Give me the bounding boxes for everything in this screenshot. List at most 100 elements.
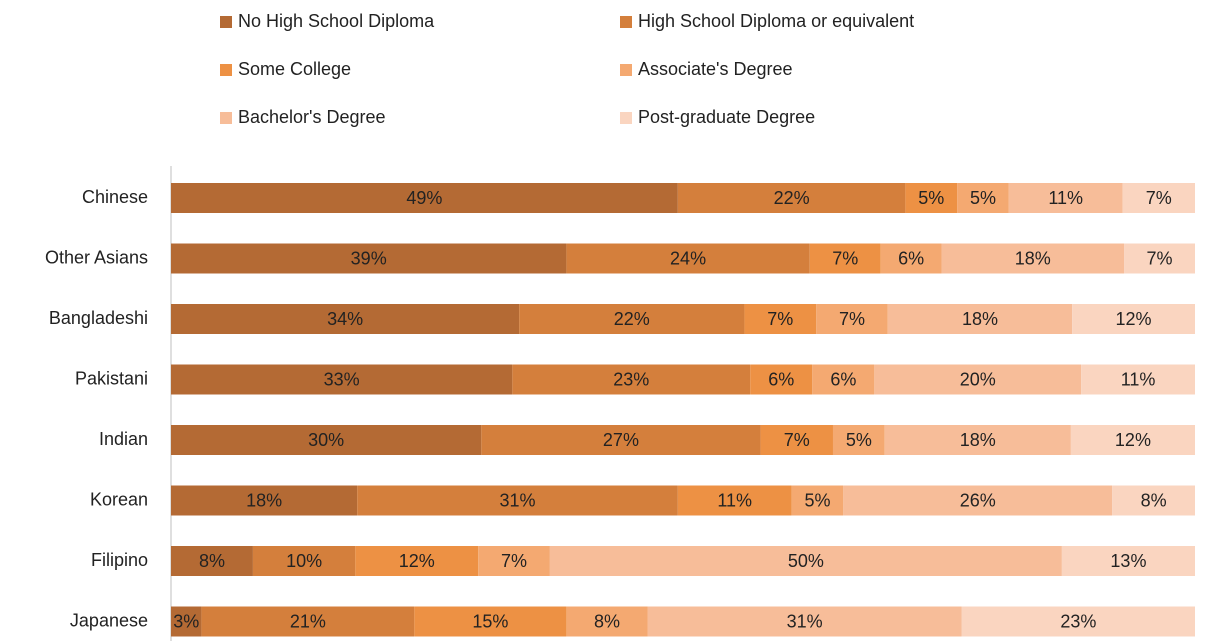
- data-label: 39%: [351, 248, 387, 268]
- bar-segment: [171, 546, 253, 576]
- data-label: 7%: [1147, 248, 1173, 268]
- data-label: 20%: [960, 369, 996, 389]
- data-label: 13%: [1110, 551, 1146, 571]
- bar-segment: [880, 243, 942, 274]
- bar-segment: [566, 606, 648, 637]
- bar-segment: [171, 183, 678, 213]
- data-label: 12%: [399, 551, 435, 571]
- data-label: 12%: [1116, 309, 1152, 329]
- legend-swatch: [620, 16, 632, 28]
- bar-segment: [1072, 304, 1195, 334]
- data-label: 5%: [846, 430, 872, 450]
- y-tick-label: Bangladeshi: [49, 308, 148, 328]
- legend-label: High School Diploma or equivalent: [638, 11, 914, 31]
- data-label: 7%: [784, 430, 810, 450]
- data-label: 12%: [1115, 430, 1151, 450]
- data-label: 22%: [614, 309, 650, 329]
- data-label: 24%: [670, 248, 706, 268]
- data-label: 27%: [603, 430, 639, 450]
- bar-segment: [1008, 183, 1123, 213]
- data-label: 5%: [970, 188, 996, 208]
- data-label: 7%: [767, 309, 793, 329]
- data-label: 22%: [774, 188, 810, 208]
- bar-segment: [905, 183, 958, 213]
- bar-segment: [887, 304, 1073, 334]
- bar-segment: [744, 304, 817, 334]
- legend-swatch: [220, 112, 232, 124]
- bar-segment: [519, 304, 745, 334]
- data-label: 11%: [1121, 369, 1156, 389]
- data-label: 21%: [290, 611, 326, 631]
- data-label: 6%: [768, 369, 794, 389]
- data-label: 3%: [173, 611, 199, 631]
- bar-segment: [843, 485, 1113, 516]
- bar-segment: [171, 364, 513, 395]
- bar-segment: [201, 606, 415, 637]
- y-tick-label: Other Asians: [45, 247, 148, 267]
- data-label: 11%: [1048, 188, 1083, 208]
- legend-label: Bachelor's Degree: [238, 107, 386, 127]
- bar-segment: [1112, 485, 1195, 516]
- y-tick-label: Pakistani: [75, 368, 148, 388]
- data-label: 15%: [472, 611, 508, 631]
- data-label: 49%: [406, 188, 442, 208]
- data-label: 5%: [918, 188, 944, 208]
- bar-segment: [647, 606, 962, 637]
- data-label: 18%: [246, 490, 282, 510]
- data-label: 8%: [1141, 490, 1167, 510]
- bar-segment: [884, 425, 1071, 455]
- data-label: 26%: [960, 490, 996, 510]
- legend-label: Some College: [238, 59, 351, 79]
- data-label: 6%: [830, 369, 856, 389]
- legend-label: Associate's Degree: [638, 59, 793, 79]
- bar-segment: [957, 183, 1009, 213]
- data-label: 8%: [199, 551, 225, 571]
- bar-segment: [1124, 243, 1195, 274]
- legend-swatch: [220, 64, 232, 76]
- bar-segment: [252, 546, 356, 576]
- data-label: 30%: [308, 430, 344, 450]
- y-tick-label: Filipino: [91, 550, 148, 570]
- bar-segment: [812, 364, 875, 395]
- data-label: 18%: [1015, 248, 1051, 268]
- data-label: 5%: [804, 490, 830, 510]
- y-tick-label: Japanese: [70, 610, 148, 630]
- bar-segment: [1061, 546, 1195, 576]
- bar-segment: [171, 606, 202, 637]
- bar-segment: [677, 485, 792, 516]
- legend-label: No High School Diploma: [238, 11, 435, 31]
- bar-segment: [1081, 364, 1195, 395]
- y-tick-label: Korean: [90, 489, 148, 509]
- data-label: 6%: [898, 248, 924, 268]
- data-label: 18%: [962, 309, 998, 329]
- bar-segment: [874, 364, 1082, 395]
- bar-segment: [566, 243, 810, 274]
- bar-segment: [355, 546, 479, 576]
- bar-segment: [171, 243, 567, 274]
- legend-swatch: [620, 112, 632, 124]
- bar-segment: [357, 485, 678, 516]
- bar-segment: [481, 425, 761, 455]
- bar-segment: [478, 546, 550, 576]
- bar-segment: [832, 425, 885, 455]
- data-label: 11%: [717, 490, 752, 510]
- bar-segment: [791, 485, 844, 516]
- y-tick-label: Chinese: [82, 187, 148, 207]
- data-label: 7%: [839, 309, 865, 329]
- data-label: 10%: [286, 551, 322, 571]
- data-label: 34%: [327, 309, 363, 329]
- bar-segment: [941, 243, 1125, 274]
- bar-segment: [760, 425, 833, 455]
- data-label: 7%: [1146, 188, 1172, 208]
- bar-segment: [171, 485, 358, 516]
- data-label: 31%: [787, 611, 823, 631]
- bar-segment: [171, 304, 520, 334]
- legend-swatch: [220, 16, 232, 28]
- data-label: 7%: [501, 551, 527, 571]
- bar-segment: [414, 606, 567, 637]
- data-label: 23%: [613, 369, 649, 389]
- bar-segment: [677, 183, 906, 213]
- data-label: 23%: [1060, 611, 1096, 631]
- bar-segment: [961, 606, 1195, 637]
- bar-segment: [171, 425, 482, 455]
